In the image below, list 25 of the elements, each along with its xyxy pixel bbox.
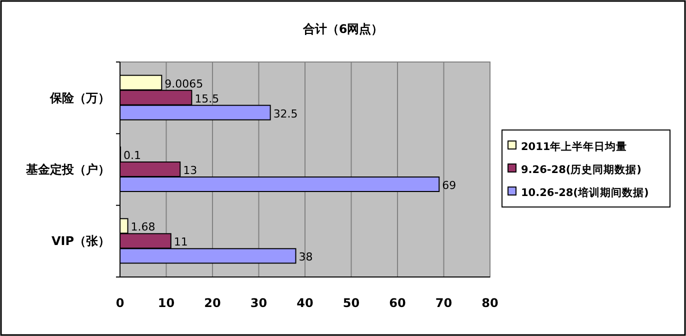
x-tick-label: 20 xyxy=(204,296,221,310)
data-label: 32.5 xyxy=(273,107,298,120)
data-label: 1.68 xyxy=(130,220,156,234)
x-tick-label: 10 xyxy=(158,296,175,310)
chart-title: 合计（6网点） xyxy=(302,22,384,36)
legend-label: 10.26-28(培训期间数据) xyxy=(521,186,649,199)
legend-label: 9.26-28(历史同期数据) xyxy=(521,163,642,176)
x-tick-label: 60 xyxy=(389,296,406,310)
data-label: 0.1 xyxy=(123,149,141,162)
x-tick-label: 30 xyxy=(250,296,268,310)
x-tick-label: 70 xyxy=(435,296,452,310)
data-label: 13 xyxy=(183,164,198,177)
x-tick-label: 50 xyxy=(342,296,360,310)
y-tick-label: VIP（张） xyxy=(51,234,110,248)
data-label: 11 xyxy=(174,236,188,249)
x-tick-label: 80 xyxy=(482,296,498,310)
legend-label: 2011年上半年日均量 xyxy=(521,140,628,153)
data-label: 69 xyxy=(442,179,456,192)
y-tick-label: 基金定投（户） xyxy=(25,162,110,176)
x-tick-label: 40 xyxy=(296,296,314,310)
x-tick-label: 0 xyxy=(116,296,124,310)
y-tick-label: 保险（万） xyxy=(49,90,110,105)
data-label: 15.5 xyxy=(194,92,220,106)
data-label: 9.0065 xyxy=(164,77,204,90)
data-label: 38 xyxy=(298,250,313,264)
